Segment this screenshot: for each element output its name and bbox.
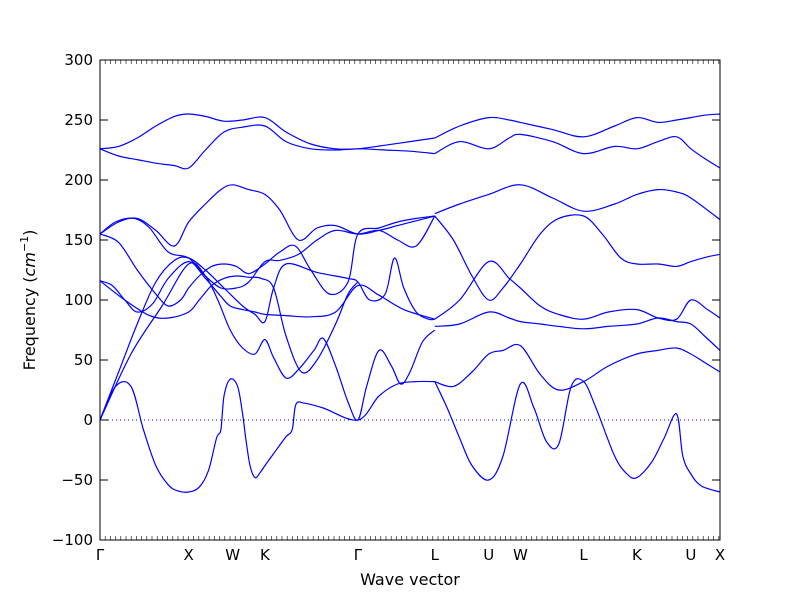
band-line-13 <box>434 260 721 322</box>
band-line-15 <box>434 184 721 221</box>
band-line-2 <box>99 256 435 421</box>
x-tick-label-7: W <box>513 546 528 564</box>
x-tick-label-2: W <box>225 546 240 564</box>
band-line-3 <box>99 260 435 320</box>
y-axis-label-text: Frequency <box>20 283 39 371</box>
y-axis-label-unit-exponent: −1 <box>18 236 31 252</box>
y-tick-label-7: 250 <box>64 111 93 129</box>
y-tick-label-4: 100 <box>64 291 93 309</box>
x-tick-label-10: U <box>685 546 696 564</box>
band-line-9 <box>99 124 435 170</box>
y-tick-label-2: 0 <box>83 411 93 429</box>
plot-frame <box>99 59 721 541</box>
band-line-5 <box>99 215 435 307</box>
y-axis-label-close-paren: ) <box>20 230 39 236</box>
band-line-0 <box>99 378 435 493</box>
y-tick-label-8: 300 <box>64 51 93 69</box>
y-tick-label-3: 50 <box>74 351 93 369</box>
x-tick-label-6: U <box>483 546 494 564</box>
x-tick-label-4: Γ <box>354 546 363 564</box>
band-line-12 <box>434 311 721 351</box>
band-line-11 <box>434 378 721 493</box>
band-line-6 <box>99 215 436 290</box>
y-tick-label-6: 200 <box>64 171 93 189</box>
band-line-7 <box>99 184 435 247</box>
band-line-4 <box>99 275 359 374</box>
y-tick-label-1: −50 <box>61 471 93 489</box>
x-tick-label-5: L <box>431 546 440 564</box>
y-axis-label-unit: cm <box>20 252 39 276</box>
tick-layer <box>99 59 720 541</box>
x-tick-label-9: K <box>632 546 643 564</box>
band-line-16 <box>434 113 721 139</box>
series-layer <box>99 113 721 493</box>
band-line-14 <box>434 214 721 301</box>
x-tick-label-3: K <box>260 546 271 564</box>
x-axis-label: Wave vector <box>360 570 460 589</box>
y-tick-label-0: −100 <box>52 531 93 549</box>
x-tick-label-8: L <box>579 546 588 564</box>
x-tick-label-1: X <box>184 546 194 564</box>
y-axis-label: Frequency (cm−1) <box>18 230 39 371</box>
band-line-17 <box>434 133 721 169</box>
band-line-8 <box>99 113 435 150</box>
tick-label-layer: −100 −50 0 50 100 150 200 250 300 Γ X W K Γ L U W L K U X <box>52 51 725 564</box>
y-tick-label-5: 150 <box>64 231 93 249</box>
x-tick-label-11: X <box>715 546 725 564</box>
y-axis-label-open-paren: ( <box>20 276 39 282</box>
x-tick-label-0: Γ <box>96 546 105 564</box>
band-line-10 <box>434 343 721 391</box>
